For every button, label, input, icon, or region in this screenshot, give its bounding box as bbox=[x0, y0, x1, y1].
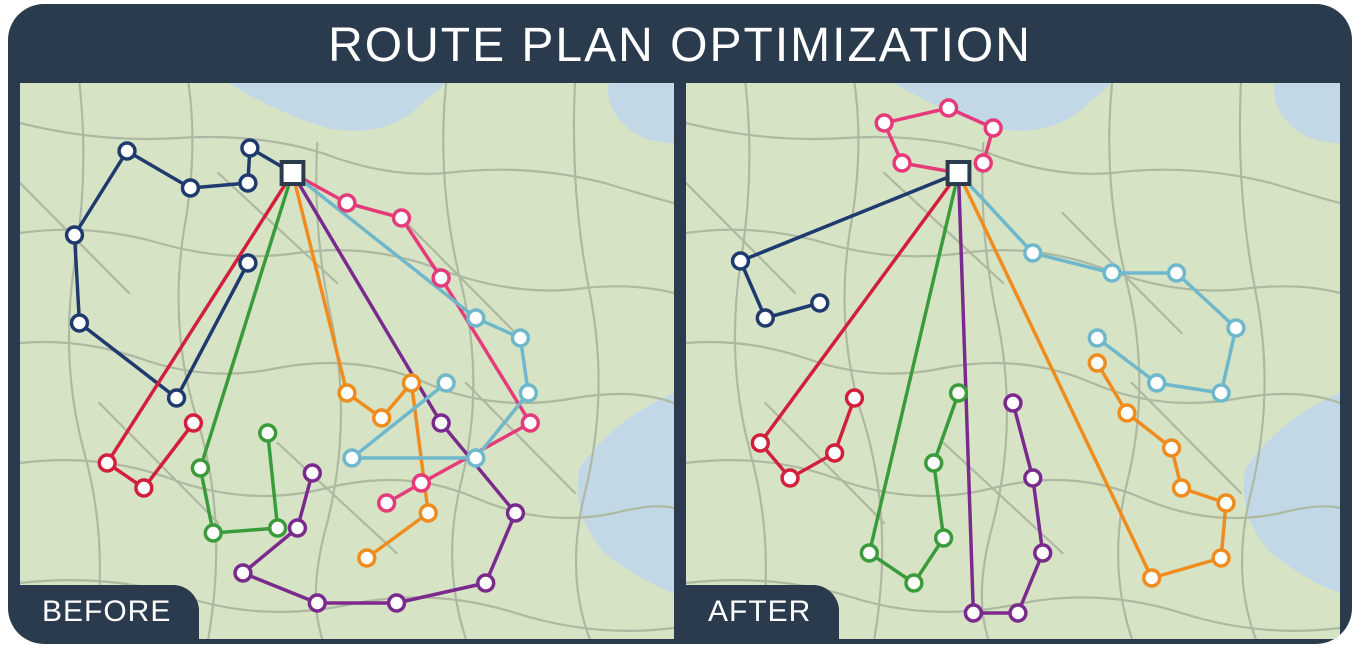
after-map-svg bbox=[686, 83, 1340, 639]
before-map-svg bbox=[20, 83, 674, 639]
panels-row: BEFORE AFTER bbox=[8, 83, 1352, 644]
main-title: ROUTE PLAN OPTIMIZATION bbox=[8, 4, 1352, 83]
after-panel: AFTER bbox=[686, 83, 1340, 639]
before-tag: BEFORE bbox=[20, 585, 199, 639]
after-tag: AFTER bbox=[686, 585, 839, 639]
before-panel: BEFORE bbox=[20, 83, 674, 639]
infographic-frame: ROUTE PLAN OPTIMIZATION BEFORE AFTER bbox=[8, 4, 1352, 644]
